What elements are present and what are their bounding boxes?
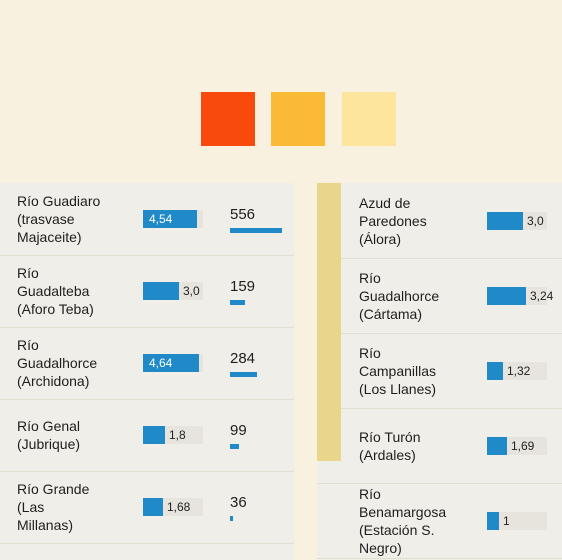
row-name-line: Campanillas: [359, 363, 437, 379]
row-name-line: Río Genal: [17, 418, 81, 434]
row-name: Río Genal (Jubrique): [17, 417, 137, 453]
row-name-line: Río: [17, 337, 39, 353]
row-name: Río Benamargosa (Estación S. Negro): [359, 485, 479, 557]
row-name: Río Turón (Ardales): [359, 428, 479, 464]
table-row: Río Campanillas (Los Llanes) 1,32: [317, 333, 562, 409]
row-name-line: Río Turón: [359, 429, 421, 445]
row-name-line: Río: [359, 270, 381, 286]
row-name-line: Negro): [359, 540, 402, 556]
value-bar: [487, 287, 526, 305]
row-name-line: (Álora): [359, 231, 402, 247]
row-name: Río Guadiaro (trasvase Majaceite): [17, 192, 137, 246]
row-name-line: Paredones: [359, 213, 427, 229]
table-row: Río Guadalhorce (Cártama) 3,24: [317, 258, 562, 334]
row-name-line: Río Grande: [17, 481, 90, 497]
legend: [0, 0, 562, 180]
table-row: Río Genal (Jubrique) 1,8 99: [0, 399, 294, 472]
count-value: 99: [230, 422, 247, 439]
row-name: Río Guadalhorce (Cártama): [359, 269, 479, 323]
value-bar: [487, 512, 499, 530]
value-label: 3,0: [527, 214, 544, 228]
row-name-line: (Cártama): [359, 306, 423, 322]
table-row: Río Guadalhorce (Archidona) 4,64 284: [0, 327, 294, 400]
value-label: 3,24: [530, 289, 554, 303]
value-bar: [487, 437, 507, 455]
right-table-strip: [317, 183, 341, 461]
row-name-line: (trasvase: [17, 211, 75, 227]
count-bar: [230, 516, 233, 521]
row-name: Azud de Paredones (Álora): [359, 194, 479, 248]
row-name-line: Río: [359, 345, 381, 361]
value-label: 1,68: [167, 500, 191, 514]
row-name-line: Benamargosa: [359, 504, 447, 520]
row-name-line: Majaceite): [17, 229, 82, 245]
value-bar: [143, 282, 179, 300]
row-name-line: Guadalhorce: [17, 355, 98, 371]
value-bar-track: [487, 512, 547, 530]
value-bar: [143, 354, 199, 372]
legend-swatch-red: [201, 92, 255, 146]
count-value: 556: [230, 206, 256, 223]
table-row: Río Grande (Las Millanas) 1,68 36: [0, 471, 294, 544]
row-name: Río Grande (Las Millanas): [17, 480, 137, 534]
row-name-line: Guadalteba: [17, 283, 90, 299]
count-bar: [230, 444, 239, 449]
row-name-line: Río: [359, 486, 381, 502]
value-bar: [143, 210, 197, 228]
value-label: 1,8: [169, 428, 186, 442]
row-name-line: (Jubrique): [17, 436, 81, 452]
table-row: Río Guadalteba (Aforo Teba) 3,0 159: [0, 255, 294, 328]
value-bar: [487, 362, 503, 380]
row-name-line: (Estación S.: [359, 522, 435, 538]
count-bar: [230, 372, 257, 377]
row-name-line: (Aforo Teba): [17, 301, 94, 317]
table-row: Río Turón (Ardales) 1,69: [317, 408, 562, 484]
count-bar: [230, 300, 245, 305]
row-name-line: (Ardales): [359, 447, 416, 463]
count-value: 159: [230, 278, 256, 295]
table-row: Río Benamargosa (Estación S. Negro) 1: [317, 483, 562, 559]
count-value: 284: [230, 350, 256, 367]
value-label: 1,32: [507, 364, 531, 378]
row-name-line: Río: [17, 265, 39, 281]
value-label: 3,0: [183, 284, 200, 298]
value-bar: [143, 426, 165, 444]
row-name: Río Guadalteba (Aforo Teba): [17, 264, 137, 318]
row-name-line: Río Guadiaro: [17, 193, 101, 209]
value-label: 1: [503, 514, 510, 528]
row-name-line: (Archidona): [17, 373, 90, 389]
table-row: Azud de Paredones (Álora) 3,0: [317, 183, 562, 259]
row-name-line: (Las: [17, 499, 45, 515]
legend-swatch-light-yellow: [342, 92, 396, 146]
row-name-line: (Los Llanes): [359, 381, 437, 397]
value-label: 4,54: [149, 212, 173, 226]
value-label: 4,64: [149, 356, 173, 370]
row-name: Río Campanillas (Los Llanes): [359, 344, 479, 398]
count-bar: [230, 228, 282, 233]
legend-swatch-orange: [271, 92, 325, 146]
row-name-line: Guadalhorce: [359, 288, 440, 304]
value-label: 1,69: [511, 439, 535, 453]
count-value: 36: [230, 494, 247, 511]
table-row: Río Guadiaro (trasvase Majaceite) 4,54 556: [0, 183, 294, 256]
value-bar: [487, 212, 523, 230]
row-name: Río Guadalhorce (Archidona): [17, 336, 137, 390]
value-bar: [143, 498, 163, 516]
right-table: Azud de Paredones (Álora) 3,0 Río Guadalhorce…: [317, 183, 562, 560]
row-name-line: Millanas): [17, 517, 74, 533]
row-name-line: Azud de: [359, 195, 411, 211]
left-table: Río Guadiaro (trasvase Majaceite) 4,54 556 Rí…: [0, 183, 294, 560]
